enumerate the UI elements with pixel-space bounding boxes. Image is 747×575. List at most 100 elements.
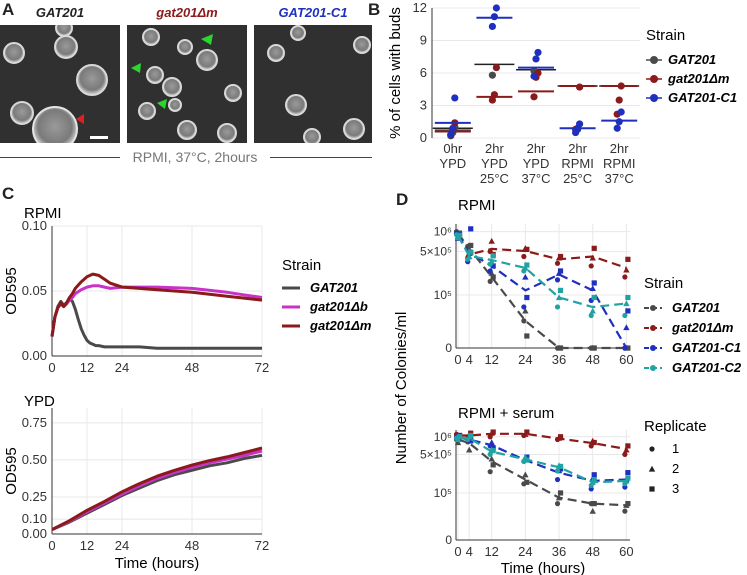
- y-tick-label: 0.00: [22, 526, 47, 541]
- data-point: [557, 434, 564, 440]
- x-tick-label: 36: [552, 352, 566, 367]
- data-point: [557, 253, 564, 260]
- data-point: [591, 294, 597, 301]
- data-point: [622, 451, 628, 458]
- x-tick-label: 25°C: [563, 171, 592, 186]
- legend-label: GAT201-C1: [668, 90, 737, 105]
- series-line: [50, 272, 263, 337]
- data-point: [557, 463, 564, 469]
- data-point: [521, 253, 527, 260]
- panel-c-label: C: [2, 184, 15, 203]
- x-tick-label: 36: [552, 544, 566, 559]
- data-point: [449, 124, 457, 132]
- data-point: [468, 432, 474, 439]
- y-axis-label: Number of Colonies/ml: [393, 312, 410, 465]
- data-point: [524, 294, 530, 301]
- micrograph-gat201-dm-image: [131, 28, 242, 143]
- x-tick-label: 2hr: [568, 141, 587, 156]
- data-point: [524, 429, 530, 435]
- red-arrow-icon: [76, 114, 84, 124]
- x-tick-label: YPD: [523, 156, 550, 171]
- legend-label: GAT201: [668, 52, 716, 67]
- data-point: [524, 333, 530, 339]
- y-tick-label: 0.10: [22, 511, 47, 526]
- x-tick-label: 12: [484, 544, 498, 559]
- legend-label: GAT201-C2: [672, 360, 742, 375]
- data-point: [625, 443, 631, 449]
- series-mean-line: [457, 436, 627, 484]
- legend-label: GAT201-C1: [672, 340, 741, 355]
- replicate-legend-marker: [649, 446, 655, 452]
- data-point: [488, 71, 496, 79]
- y-tick-label: 0.00: [22, 348, 47, 363]
- series-mean-line: [457, 438, 627, 507]
- legend-marker: [650, 365, 656, 371]
- data-point: [615, 118, 623, 126]
- data-point: [524, 246, 530, 252]
- data-point: [554, 468, 561, 474]
- data-point: [488, 258, 495, 265]
- y-axis-label: OD595: [3, 447, 20, 495]
- data-point: [490, 274, 496, 280]
- legend-marker: [650, 325, 656, 331]
- data-point: [488, 96, 496, 104]
- data-point: [492, 63, 500, 72]
- data-point: [488, 22, 496, 31]
- data-point: [532, 55, 540, 63]
- data-point: [487, 278, 493, 284]
- y-tick-label: 0: [445, 533, 452, 547]
- data-point: [588, 312, 594, 319]
- series-line: [50, 284, 263, 337]
- y-tick-label: 6: [420, 65, 427, 80]
- data-point: [557, 287, 564, 294]
- data-point: [488, 237, 495, 244]
- data-point: [591, 476, 597, 483]
- x-tick-label: 72: [255, 360, 269, 375]
- x-tick-label: 0hr: [443, 141, 462, 156]
- x-tick-label: 24: [518, 352, 532, 367]
- x-tick-label: 48: [185, 538, 199, 553]
- data-point: [622, 312, 628, 319]
- legend-marker: [650, 345, 656, 351]
- data-point: [490, 429, 496, 435]
- data-point: [591, 439, 597, 446]
- y-tick-label: 0.25: [22, 489, 47, 504]
- x-tick-label: RPMI: [561, 156, 594, 171]
- series-mean-line: [458, 432, 627, 451]
- x-tick-label: 12: [80, 538, 94, 553]
- y-tick-label: 5×10⁵: [420, 245, 452, 259]
- y-tick-label: 0: [445, 341, 452, 355]
- subplot-title: RPMI + serum: [458, 405, 554, 422]
- x-tick-label: 24: [518, 544, 532, 559]
- data-point: [521, 304, 527, 310]
- y-tick-label: 5×10⁵: [420, 447, 452, 461]
- data-point: [591, 501, 597, 507]
- legend-label: GAT201: [672, 300, 720, 315]
- x-tick-label: 24: [115, 538, 129, 553]
- data-point: [522, 273, 529, 280]
- data-point: [576, 120, 584, 128]
- panel-a-caption: RPMI, 37°C, 2hours: [120, 149, 270, 165]
- data-point: [623, 446, 630, 453]
- data-point: [588, 263, 594, 269]
- data-point: [490, 445, 496, 451]
- x-tick-label: 2hr: [485, 141, 504, 156]
- legend-marker: [650, 56, 658, 64]
- data-point: [466, 253, 473, 260]
- image-title-gat201-dm: gat201Δm: [156, 5, 218, 20]
- image-title-gat201: GAT201: [35, 5, 85, 20]
- data-point: [451, 94, 459, 102]
- x-tick-label: 4: [466, 544, 473, 559]
- data-point: [530, 72, 538, 80]
- legend-marker: [650, 94, 658, 102]
- data-point: [589, 507, 596, 514]
- x-tick-label: 72: [255, 538, 269, 553]
- data-point: [534, 48, 542, 57]
- micrograph-gat201: [0, 25, 120, 143]
- data-point: [522, 307, 529, 314]
- green-arrow-icon: [157, 99, 167, 109]
- data-point: [554, 277, 561, 283]
